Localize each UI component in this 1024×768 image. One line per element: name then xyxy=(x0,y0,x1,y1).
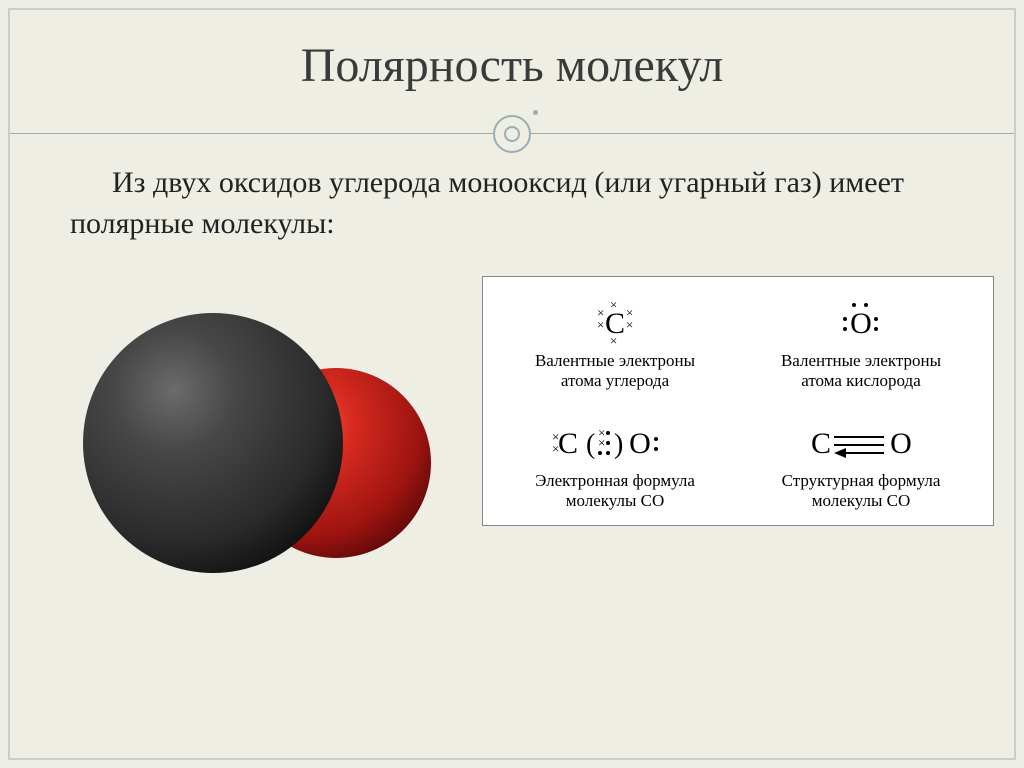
svg-text:×: × xyxy=(626,317,633,332)
svg-text:×: × xyxy=(598,435,605,450)
formula-grid: C × × × × × × Валентные электроны атома … xyxy=(495,295,981,511)
divider-dot xyxy=(533,110,538,115)
formula-symbol-c: C × × × × × × xyxy=(495,295,735,349)
molecule-svg xyxy=(38,268,468,608)
slide-frame: Полярность молекул Из двух оксидов углер… xyxy=(8,8,1016,760)
body-paragraph: Из двух оксидов углерода монооксид (или … xyxy=(10,159,1014,244)
formula-cell-co-structural: C O Структурная формула молекулы CO xyxy=(741,415,981,511)
formula-box: C × × × × × × Валентные электроны атома … xyxy=(482,276,994,526)
svg-text:×: × xyxy=(610,297,617,312)
svg-text:×: × xyxy=(552,441,559,456)
slide-title: Полярность молекул xyxy=(10,38,1014,93)
svg-text:×: × xyxy=(597,317,604,332)
svg-text:): ) xyxy=(614,429,623,460)
formula-cell-c-valence: C × × × × × × Валентные электроны атома … xyxy=(495,295,735,391)
formula-caption: Структурная формула молекулы CO xyxy=(741,471,981,511)
title-area: Полярность молекул xyxy=(10,10,1014,93)
svg-text:O: O xyxy=(890,427,912,460)
svg-text:O: O xyxy=(850,307,872,340)
svg-text:O: O xyxy=(629,427,651,460)
svg-text:C: C xyxy=(811,427,831,460)
molecule-model xyxy=(38,268,468,608)
svg-text:C: C xyxy=(558,427,578,460)
content-row: C × × × × × × Валентные электроны атома … xyxy=(10,244,1014,608)
svg-text:(: ( xyxy=(586,429,595,460)
formula-cell-co-electronic: C × × ( × × ) xyxy=(495,415,735,511)
formula-symbol-co-elec: C × × ( × × ) xyxy=(495,415,735,469)
divider xyxy=(10,111,1014,159)
formula-caption: Валентные электроны атома углерода xyxy=(495,351,735,391)
formula-symbol-co-struct: C O xyxy=(741,415,981,469)
divider-inner-ring xyxy=(504,126,520,142)
carbon-atom xyxy=(83,313,343,573)
formula-symbol-o: O xyxy=(741,295,981,349)
formula-cell-o-valence: O Валентные электроны атома кислорода xyxy=(741,295,981,391)
formula-caption: Валентные электроны атома кислорода xyxy=(741,351,981,391)
svg-text:×: × xyxy=(610,333,617,348)
formula-caption: Электронная формула молекулы CO xyxy=(495,471,735,511)
